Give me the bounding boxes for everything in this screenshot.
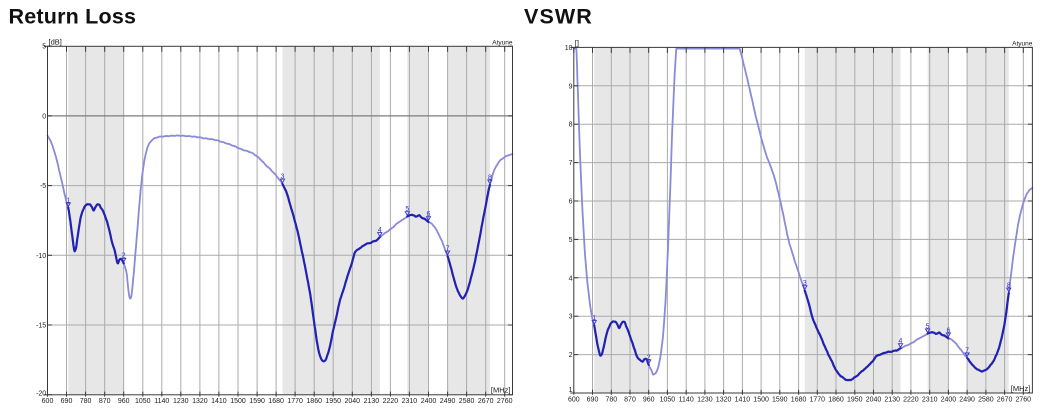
svg-text:1590: 1590 xyxy=(249,398,265,405)
svg-text:8: 8 xyxy=(1007,283,1011,290)
svg-text:1230: 1230 xyxy=(697,396,713,403)
svg-text:6: 6 xyxy=(427,211,431,218)
svg-text:2670: 2670 xyxy=(478,398,494,405)
svg-text:[MHz]: [MHz] xyxy=(1011,384,1031,393)
svg-text:780: 780 xyxy=(605,396,617,403)
svg-text:4: 4 xyxy=(569,275,573,282)
svg-text:1950: 1950 xyxy=(847,396,863,403)
svg-text:8: 8 xyxy=(569,122,573,129)
svg-text:1050: 1050 xyxy=(135,398,151,405)
svg-text:3: 3 xyxy=(569,314,573,321)
svg-text:1140: 1140 xyxy=(154,398,169,405)
svg-text:690: 690 xyxy=(587,396,599,403)
svg-text:7: 7 xyxy=(965,347,969,354)
svg-text:2: 2 xyxy=(647,354,651,361)
svg-text:1950: 1950 xyxy=(325,398,341,405)
svg-text:2220: 2220 xyxy=(903,396,919,403)
svg-text:1500: 1500 xyxy=(230,398,246,405)
svg-text:2400: 2400 xyxy=(941,396,957,403)
svg-text:1770: 1770 xyxy=(810,396,826,403)
svg-text:4: 4 xyxy=(378,227,382,234)
svg-text:4: 4 xyxy=(899,338,903,345)
svg-text:-20: -20 xyxy=(36,391,46,398)
svg-text:1680: 1680 xyxy=(268,398,284,405)
svg-text:8: 8 xyxy=(488,174,492,181)
svg-text:1410: 1410 xyxy=(735,396,751,403)
svg-text:9: 9 xyxy=(569,83,573,90)
svg-text:2580: 2580 xyxy=(459,398,475,405)
svg-text:1: 1 xyxy=(592,315,596,322)
svg-text:960: 960 xyxy=(643,396,655,403)
svg-text:-15: -15 xyxy=(36,323,46,330)
svg-text:1320: 1320 xyxy=(716,396,732,403)
svg-text:Return Loss: Return Loss xyxy=(9,5,137,29)
svg-text:-10: -10 xyxy=(36,253,46,260)
svg-text:2760: 2760 xyxy=(497,398,513,405)
svg-text:870: 870 xyxy=(99,398,111,405)
svg-text:1: 1 xyxy=(569,387,573,394)
svg-text:2580: 2580 xyxy=(978,396,994,403)
svg-text:5: 5 xyxy=(926,323,930,330)
svg-text:VSWR: VSWR xyxy=(524,5,593,29)
svg-text:3: 3 xyxy=(803,280,807,287)
svg-text:600: 600 xyxy=(568,396,580,403)
svg-text:5: 5 xyxy=(42,44,46,51)
svg-text:0: 0 xyxy=(42,113,46,120)
svg-text:2130: 2130 xyxy=(884,396,900,403)
svg-text:2400: 2400 xyxy=(421,398,437,405)
svg-text:1410: 1410 xyxy=(211,398,227,405)
svg-text:870: 870 xyxy=(624,396,636,403)
svg-text:2040: 2040 xyxy=(345,398,361,405)
svg-text:[dB]: [dB] xyxy=(49,37,62,46)
svg-text:6: 6 xyxy=(946,327,950,334)
svg-text:2490: 2490 xyxy=(440,398,456,405)
svg-text:2130: 2130 xyxy=(364,398,380,405)
svg-text:2: 2 xyxy=(122,253,126,260)
svg-text:5: 5 xyxy=(405,206,409,213)
svg-text:[MHz]: [MHz] xyxy=(491,386,511,395)
svg-text:2: 2 xyxy=(569,352,573,359)
svg-text:2310: 2310 xyxy=(922,396,938,403)
svg-text:1230: 1230 xyxy=(173,398,189,405)
svg-text:10: 10 xyxy=(565,45,573,52)
svg-text:1320: 1320 xyxy=(192,398,208,405)
svg-text:960: 960 xyxy=(118,398,130,405)
svg-text:5: 5 xyxy=(569,237,573,244)
svg-text:1770: 1770 xyxy=(287,398,303,405)
svg-text:1500: 1500 xyxy=(753,396,769,403)
svg-text:1860: 1860 xyxy=(306,398,322,405)
svg-text:1140: 1140 xyxy=(679,396,694,403)
svg-text:7: 7 xyxy=(569,160,573,167)
svg-text:690: 690 xyxy=(61,398,73,405)
svg-text:780: 780 xyxy=(80,398,92,405)
svg-text:2670: 2670 xyxy=(997,396,1013,403)
svg-text:2220: 2220 xyxy=(383,398,399,405)
svg-text:2490: 2490 xyxy=(959,396,975,403)
svg-text:2760: 2760 xyxy=(1016,396,1032,403)
svg-text:2040: 2040 xyxy=(866,396,882,403)
svg-text:1860: 1860 xyxy=(828,396,844,403)
svg-text:1680: 1680 xyxy=(791,396,807,403)
svg-text:[]: [] xyxy=(575,38,579,47)
svg-text:600: 600 xyxy=(42,398,54,405)
svg-text:2310: 2310 xyxy=(402,398,418,405)
svg-text:1050: 1050 xyxy=(660,396,676,403)
svg-text:7: 7 xyxy=(446,246,450,253)
svg-text:1590: 1590 xyxy=(772,396,788,403)
svg-text:1: 1 xyxy=(66,197,70,204)
svg-text:-5: -5 xyxy=(40,183,46,190)
svg-text:6: 6 xyxy=(569,199,573,206)
svg-text:Atyune: Atyune xyxy=(1012,40,1033,47)
svg-text:Atyune: Atyune xyxy=(492,39,513,46)
svg-text:3: 3 xyxy=(281,174,285,181)
